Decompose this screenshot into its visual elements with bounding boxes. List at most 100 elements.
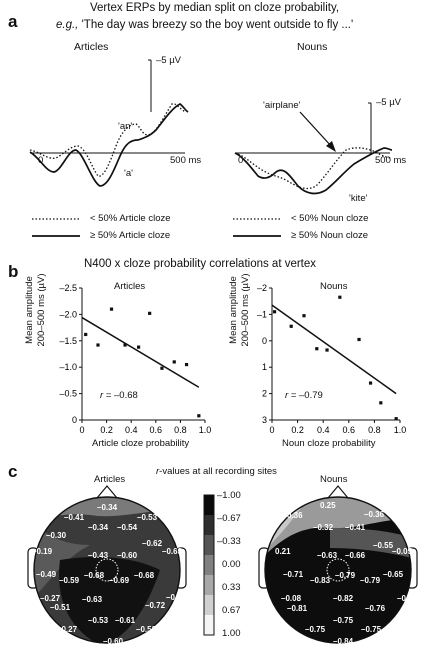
nouns-data-point — [357, 337, 361, 342]
nouns-word-airplane: 'airplane' — [263, 100, 301, 111]
airplane-arrow-line — [299, 111, 333, 148]
articles-erp-low-cloze-trace — [29, 103, 187, 177]
nouns-data-point — [394, 417, 398, 421]
nouns-erp-zero-label: 0 — [238, 155, 244, 166]
articles-electrode-value: –0.63 — [162, 547, 183, 556]
nouns-electrode-value: –0.76 — [365, 604, 386, 613]
nouns-scatter-title: Nouns — [320, 281, 348, 292]
colorbar-seg-2 — [204, 515, 214, 535]
nouns-head-nose — [327, 485, 349, 499]
nouns-electrode-value: –0.75 — [305, 625, 326, 634]
articles-electrode-value: –0.68 — [84, 571, 105, 580]
nouns-x-tick-label: 0.8 — [368, 425, 381, 435]
articles-data-point — [172, 360, 176, 364]
articles-data-point — [197, 414, 201, 418]
nouns-scatter-xlabel: Noun cloze probability — [282, 438, 376, 449]
articles-erp-label: Articles — [74, 41, 109, 53]
articles-electrode-value: –0.60 — [103, 637, 124, 646]
nouns-legend-low-label: < 50% Noun cloze — [291, 213, 369, 224]
articles-electrode-value: –0.61 — [115, 616, 136, 625]
articles-data-point — [109, 307, 114, 311]
colorbar-seg-1 — [204, 495, 214, 515]
articles-data-point — [148, 311, 152, 315]
nouns-electrode-value: –0.08 — [281, 594, 302, 603]
articles-data-point — [136, 345, 141, 349]
nouns-data-point — [325, 348, 329, 352]
panel-b-title: N400 x cloze probability correlations at… — [84, 258, 317, 270]
articles-y-tick-label: –1.5 — [59, 336, 77, 346]
nouns-legend-high-label: ≥ 50% Noun cloze — [291, 230, 369, 241]
nouns-x-tick-label: 0.6 — [343, 425, 356, 435]
articles-word-an: 'an' — [118, 121, 133, 132]
panel-a-letter: a — [8, 12, 18, 31]
articles-erp-high-cloze-trace — [29, 103, 189, 187]
nouns-data-point — [272, 310, 277, 314]
articles-head-outline — [33, 496, 181, 644]
colorbar-seg-7 — [204, 615, 214, 635]
nouns-erp-scale-label: –5 µV — [376, 97, 402, 108]
colorbar-tick-5: 0.67 — [222, 605, 241, 616]
articles-electrode-value: –0.53 — [137, 513, 158, 522]
nouns-x-tick-label: 1.0 — [394, 425, 407, 435]
articles-vertex-marker — [95, 558, 119, 582]
colorbar-tick-3: 0.00 — [222, 559, 241, 570]
panel-a-title-eg: e.g., — [56, 19, 79, 31]
articles-electrode-value: –0.27 — [40, 594, 61, 603]
articles-regression-line — [81, 316, 200, 388]
panel-c-title: r-values at all recording sites — [156, 466, 277, 477]
articles-x-tick-label: 0.8 — [174, 425, 187, 435]
colorbar-seg-5 — [204, 575, 214, 595]
nouns-x-tick-label: 0 — [269, 425, 274, 435]
nouns-erp-high-cloze-trace — [234, 147, 393, 195]
nouns-head-outline — [264, 496, 412, 644]
articles-electrode-value: –0.52 — [136, 625, 157, 634]
articles-data-point — [184, 362, 189, 367]
articles-legend-low-label: < 50% Article cloze — [90, 213, 171, 224]
articles-electrode-value: –0.41 — [64, 513, 85, 522]
nouns-electrode-value: –0.71 — [283, 570, 304, 579]
articles-x-tick-label: 0.4 — [125, 425, 138, 435]
nouns-electrode-value: –0.32 — [313, 523, 334, 532]
nouns-electrode-value: –0.70 — [397, 594, 418, 603]
articles-electrode-value: –0.62 — [142, 539, 163, 548]
colorbar-seg-6 — [204, 595, 214, 615]
articles-electrode-value: –0.51 — [50, 603, 71, 612]
articles-word-a: 'a' — [124, 168, 133, 179]
articles-data-point — [160, 366, 164, 370]
articles-electrode-value: –0.69 — [109, 576, 130, 585]
airplane-arrow-head — [326, 141, 336, 152]
articles-y-tick-label: –2.0 — [59, 309, 77, 319]
nouns-data-point — [379, 401, 383, 405]
nouns-electrode-value: 0.36 — [287, 511, 303, 520]
articles-electrode-value: –0.54 — [117, 523, 138, 532]
nouns-r-symbol: r — [285, 390, 289, 401]
articles-scatter-title: Articles — [114, 281, 146, 292]
articles-data-point — [123, 343, 127, 347]
panel-a-title-line2-wrap: e.g., 'The day was breezy so the boy wen… — [56, 19, 353, 31]
articles-erp-500ms-label: 500 ms — [170, 155, 202, 166]
nouns-y-tick-label: 0 — [262, 336, 267, 346]
erp-waveforms-svg — [29, 59, 393, 237]
nouns-r-annotation: r = –0.79 — [285, 390, 323, 401]
articles-x-tick-label: 0.6 — [150, 425, 163, 435]
nouns-x-tick-label: 0.2 — [291, 425, 304, 435]
nouns-y-tick-label: 2 — [262, 389, 267, 399]
articles-electrode-value: –0.53 — [88, 616, 109, 625]
nouns-erp-500ms-label: 500 ms — [375, 155, 407, 166]
colorbar-tick-2: –0.33 — [217, 536, 241, 547]
colorbar-border — [203, 494, 215, 636]
nouns-regression-line — [271, 304, 397, 395]
nouns-erp-label: Nouns — [297, 41, 328, 53]
nouns-topomap-label: Nouns — [320, 474, 348, 485]
articles-electrode-value: –0.30 — [46, 531, 67, 540]
colorbar-tick-0: –1.00 — [217, 490, 241, 501]
nouns-electrode-value: 0.25 — [320, 501, 336, 510]
articles-topomap-label: Articles — [94, 474, 126, 485]
articles-electrode-value: –0.72 — [145, 601, 166, 610]
articles-electrode-value: –0.19 — [32, 547, 53, 556]
nouns-electrode-value: –0.75 — [333, 616, 354, 625]
colorbar-seg-4 — [204, 555, 214, 575]
